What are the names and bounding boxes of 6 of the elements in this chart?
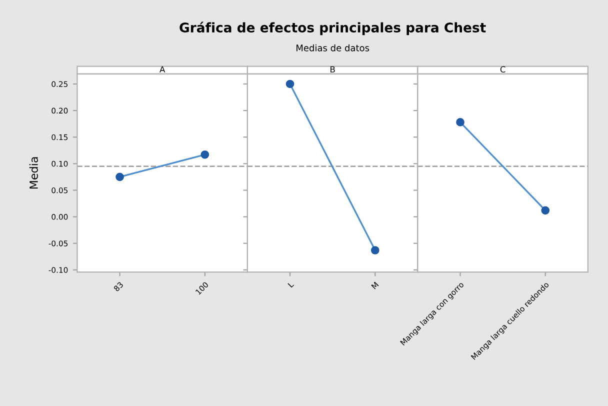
text: Medias de datos [296, 44, 370, 52]
text: Gráfica de efectos principales para Chest [180, 22, 486, 36]
chart-title: A [160, 66, 166, 72]
y-axis-title: Media [29, 157, 38, 189]
chart-title: B [330, 66, 335, 72]
chart-title: C [500, 66, 506, 73]
